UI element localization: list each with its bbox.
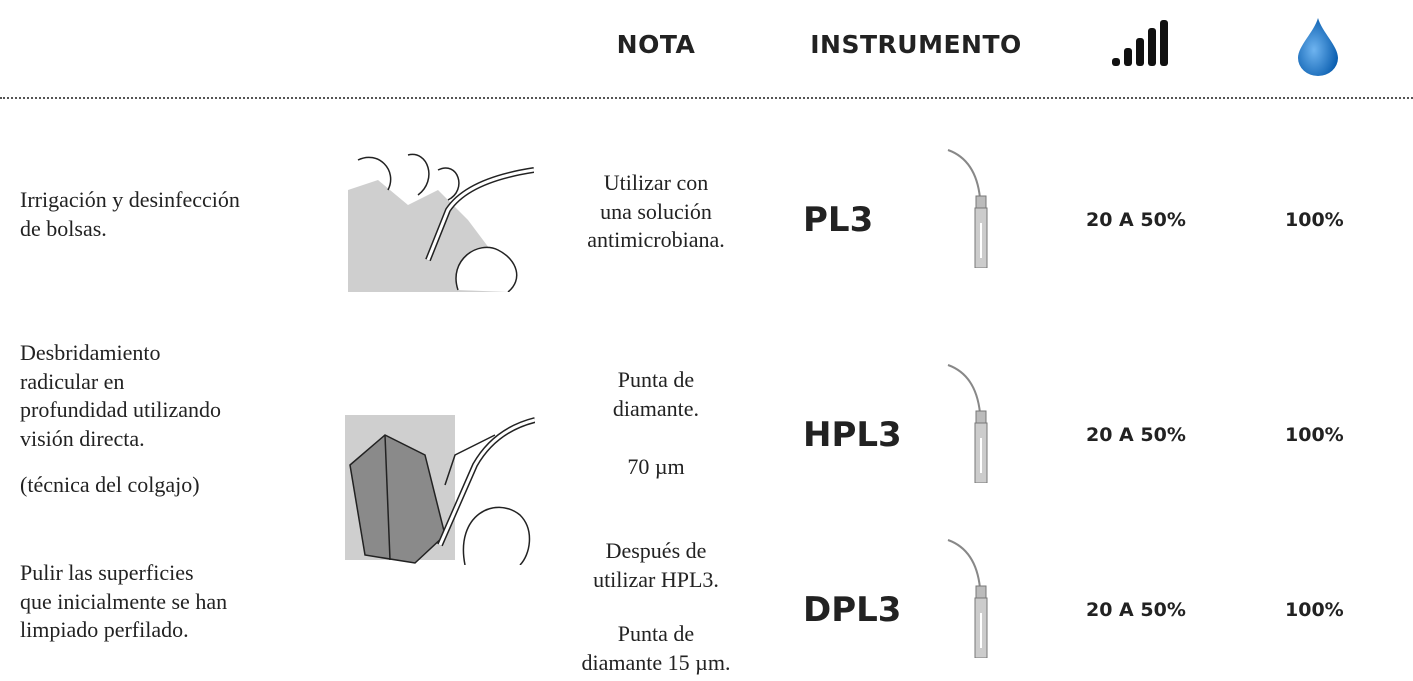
description-line: radicular en — [20, 368, 125, 394]
illustration-1 — [348, 153, 534, 292]
water: 100% — [1285, 424, 1344, 446]
description-line: Desbridamiento — [20, 340, 161, 365]
description-line: de bolsas. — [20, 215, 107, 241]
tip-image — [947, 149, 988, 268]
note-line: Punta de — [617, 621, 695, 646]
description-line: limpiado perfilado. — [20, 617, 189, 642]
header-note: NOTA — [616, 30, 696, 59]
instrument: PL3 — [803, 200, 874, 240]
description-line: Irrigación y desinfección — [20, 187, 240, 212]
note-line: diamante. — [612, 395, 700, 421]
tip-image — [947, 539, 988, 658]
description-line: profundidad utilizando — [20, 397, 222, 422]
header-instrument: INSTRUMENTO — [810, 30, 1022, 59]
water: 100% — [1285, 209, 1344, 231]
note-line: Punta de — [617, 367, 695, 392]
note-line: utilizar HPL3. — [593, 566, 719, 592]
note-line: Después de — [605, 538, 707, 563]
power: 20 A 50% — [1086, 209, 1186, 231]
note-line: Utilizar con — [603, 170, 709, 195]
note-line: una solución — [600, 198, 712, 224]
water: 100% — [1285, 599, 1344, 621]
water-icon — [1298, 18, 1338, 76]
description-line: visión directa. — [20, 425, 145, 451]
separator — [0, 97, 1413, 99]
note-line: diamante 15 µm. — [581, 649, 731, 675]
power: 20 A 50% — [1086, 424, 1186, 446]
description-line: Pulir las superficies — [20, 560, 194, 585]
note-line: 70 µm — [627, 454, 685, 479]
tip-image — [947, 364, 988, 483]
note-line: antimicrobiana. — [587, 227, 725, 252]
description-line: (técnica del colgajo) — [20, 472, 200, 497]
description-line: que inicialmente se han — [20, 588, 228, 614]
instrument: DPL3 — [803, 590, 902, 630]
power: 20 A 50% — [1086, 599, 1186, 621]
power-icon — [1112, 20, 1168, 66]
instrument: HPL3 — [803, 415, 902, 455]
illustration-2 — [345, 415, 535, 565]
